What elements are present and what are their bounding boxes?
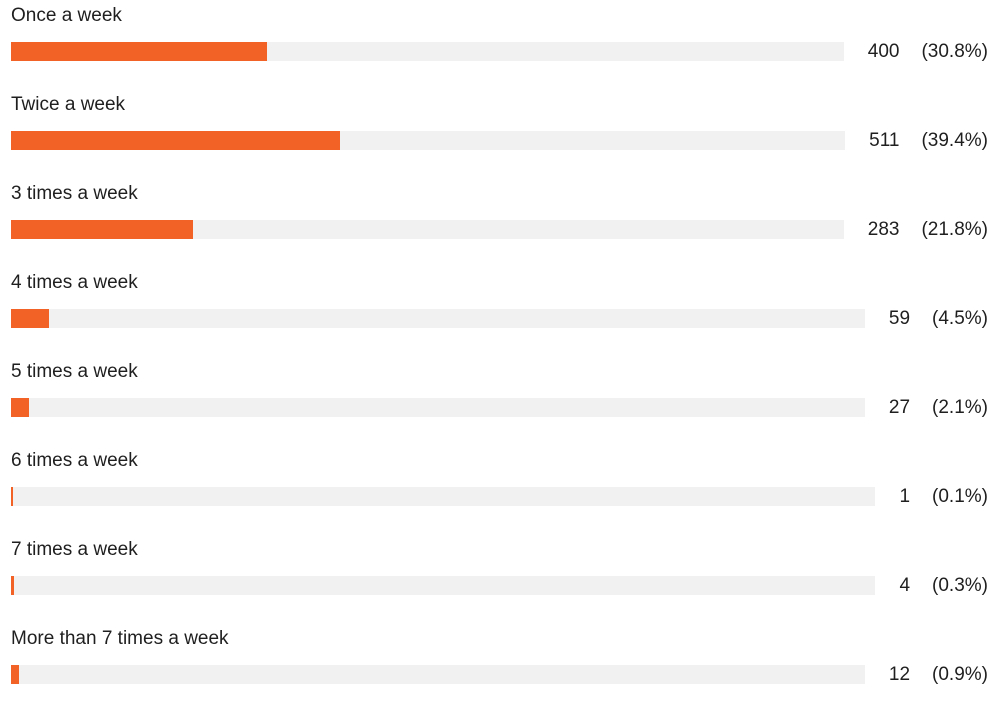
bar: [11, 576, 14, 595]
percent-label: (21.8%): [921, 219, 988, 240]
bar-stats: 1 (0.1%): [899, 485, 988, 509]
chart-row: More than 7 times a week 12 (0.9%): [0, 623, 990, 712]
value-label: 1: [899, 486, 911, 507]
value-label: 4: [899, 575, 911, 596]
bar: [11, 309, 50, 328]
percent-label: (0.1%): [932, 486, 988, 507]
bar-stats: 4 (0.3%): [899, 574, 988, 598]
bar-track: [11, 665, 865, 684]
category-label: 7 times a week: [11, 539, 138, 560]
value-label: 400: [867, 41, 900, 62]
category-label: 6 times a week: [11, 450, 138, 471]
chart-row: Twice a week 511 (39.4%): [0, 89, 990, 178]
bar-stats: 12 (0.9%): [889, 663, 988, 687]
value-label: 511: [869, 130, 900, 151]
category-label: Once a week: [11, 5, 122, 26]
percent-label: (4.5%): [932, 308, 988, 329]
bar-track: [11, 309, 865, 328]
chart-row: 5 times a week 27 (2.1%): [0, 356, 990, 445]
bar: [11, 42, 268, 61]
bar-track: [11, 131, 846, 150]
bar: [11, 220, 193, 239]
category-label: 3 times a week: [11, 183, 138, 204]
category-label: Twice a week: [11, 94, 126, 115]
category-label: 4 times a week: [11, 272, 138, 293]
bar-stats: 59 (4.5%): [889, 307, 988, 331]
value-label: 283: [867, 219, 900, 240]
bar-chart: Once a week 400 (30.8%) Twice a week 511 (39.…: [0, 0, 990, 685]
bar-track: [11, 220, 844, 239]
chart-row: 7 times a week 4 (0.3%): [0, 534, 990, 623]
bar-track: [11, 42, 844, 61]
bar: [11, 487, 13, 506]
category-label: More than 7 times a week: [11, 628, 229, 649]
value-label: 59: [888, 308, 911, 329]
value-label: 12: [888, 664, 911, 685]
bar-stats: 400 (30.8%): [868, 40, 988, 64]
chart-row: Once a week 400 (30.8%): [0, 0, 990, 89]
percent-label: (39.4%): [921, 130, 988, 151]
percent-label: (0.9%): [932, 664, 988, 685]
bar-stats: 511 (39.4%): [869, 129, 988, 153]
bar-track: [11, 398, 865, 417]
chart-row: 6 times a week 1 (0.1%): [0, 445, 990, 534]
bar-track: [11, 487, 876, 506]
bar: [11, 665, 19, 684]
bar-stats: 283 (21.8%): [868, 218, 988, 242]
bar-track: [11, 576, 876, 595]
bar: [11, 398, 29, 417]
chart-row: 3 times a week 283 (21.8%): [0, 178, 990, 267]
chart-row: 4 times a week 59 (4.5%): [0, 267, 990, 356]
percent-label: (0.3%): [932, 575, 988, 596]
bar: [11, 131, 340, 150]
bar-stats: 27 (2.1%): [889, 396, 988, 420]
value-label: 27: [888, 397, 911, 418]
percent-label: (30.8%): [921, 41, 988, 62]
percent-label: (2.1%): [932, 397, 988, 418]
category-label: 5 times a week: [11, 361, 138, 382]
